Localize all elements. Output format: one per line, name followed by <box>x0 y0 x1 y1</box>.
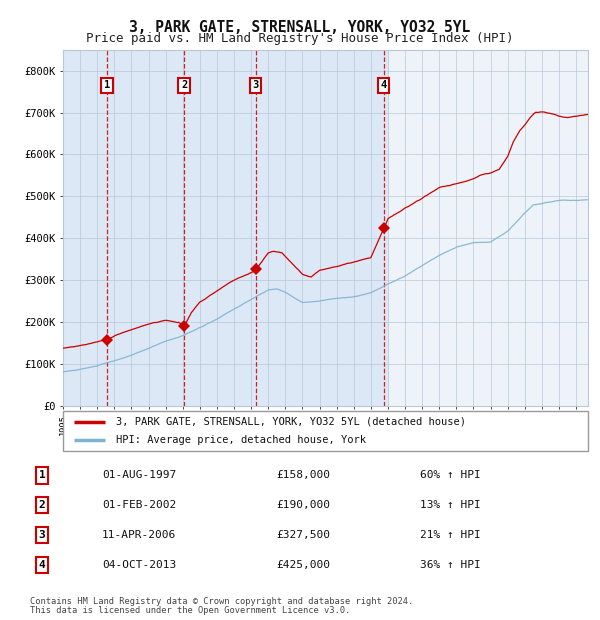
Text: £425,000: £425,000 <box>276 560 330 570</box>
Text: Contains HM Land Registry data © Crown copyright and database right 2024.: Contains HM Land Registry data © Crown c… <box>30 597 413 606</box>
Text: 01-AUG-1997: 01-AUG-1997 <box>102 471 176 480</box>
Text: £327,500: £327,500 <box>276 530 330 540</box>
Text: £158,000: £158,000 <box>276 471 330 480</box>
Text: 1: 1 <box>38 471 46 480</box>
Text: 11-APR-2006: 11-APR-2006 <box>102 530 176 540</box>
Text: 3, PARK GATE, STRENSALL, YORK, YO32 5YL: 3, PARK GATE, STRENSALL, YORK, YO32 5YL <box>130 20 470 35</box>
Bar <box>63 50 389 406</box>
Text: 04-OCT-2013: 04-OCT-2013 <box>102 560 176 570</box>
Text: HPI: Average price, detached house, York: HPI: Average price, detached house, York <box>115 435 365 446</box>
Text: 2: 2 <box>38 500 46 510</box>
Text: 3, PARK GATE, STRENSALL, YORK, YO32 5YL (detached house): 3, PARK GATE, STRENSALL, YORK, YO32 5YL … <box>115 417 466 427</box>
Text: 3: 3 <box>38 530 46 540</box>
Text: 21% ↑ HPI: 21% ↑ HPI <box>420 530 481 540</box>
Text: 3: 3 <box>253 80 259 91</box>
Text: 4: 4 <box>38 560 46 570</box>
Text: 1: 1 <box>104 80 110 91</box>
Text: 13% ↑ HPI: 13% ↑ HPI <box>420 500 481 510</box>
Text: 2: 2 <box>181 80 187 91</box>
Text: This data is licensed under the Open Government Licence v3.0.: This data is licensed under the Open Gov… <box>30 606 350 615</box>
Text: 36% ↑ HPI: 36% ↑ HPI <box>420 560 481 570</box>
Bar <box>389 50 588 406</box>
Text: 01-FEB-2002: 01-FEB-2002 <box>102 500 176 510</box>
Text: Price paid vs. HM Land Registry's House Price Index (HPI): Price paid vs. HM Land Registry's House … <box>86 32 514 45</box>
Text: £190,000: £190,000 <box>276 500 330 510</box>
Text: 60% ↑ HPI: 60% ↑ HPI <box>420 471 481 480</box>
Text: 4: 4 <box>380 80 387 91</box>
